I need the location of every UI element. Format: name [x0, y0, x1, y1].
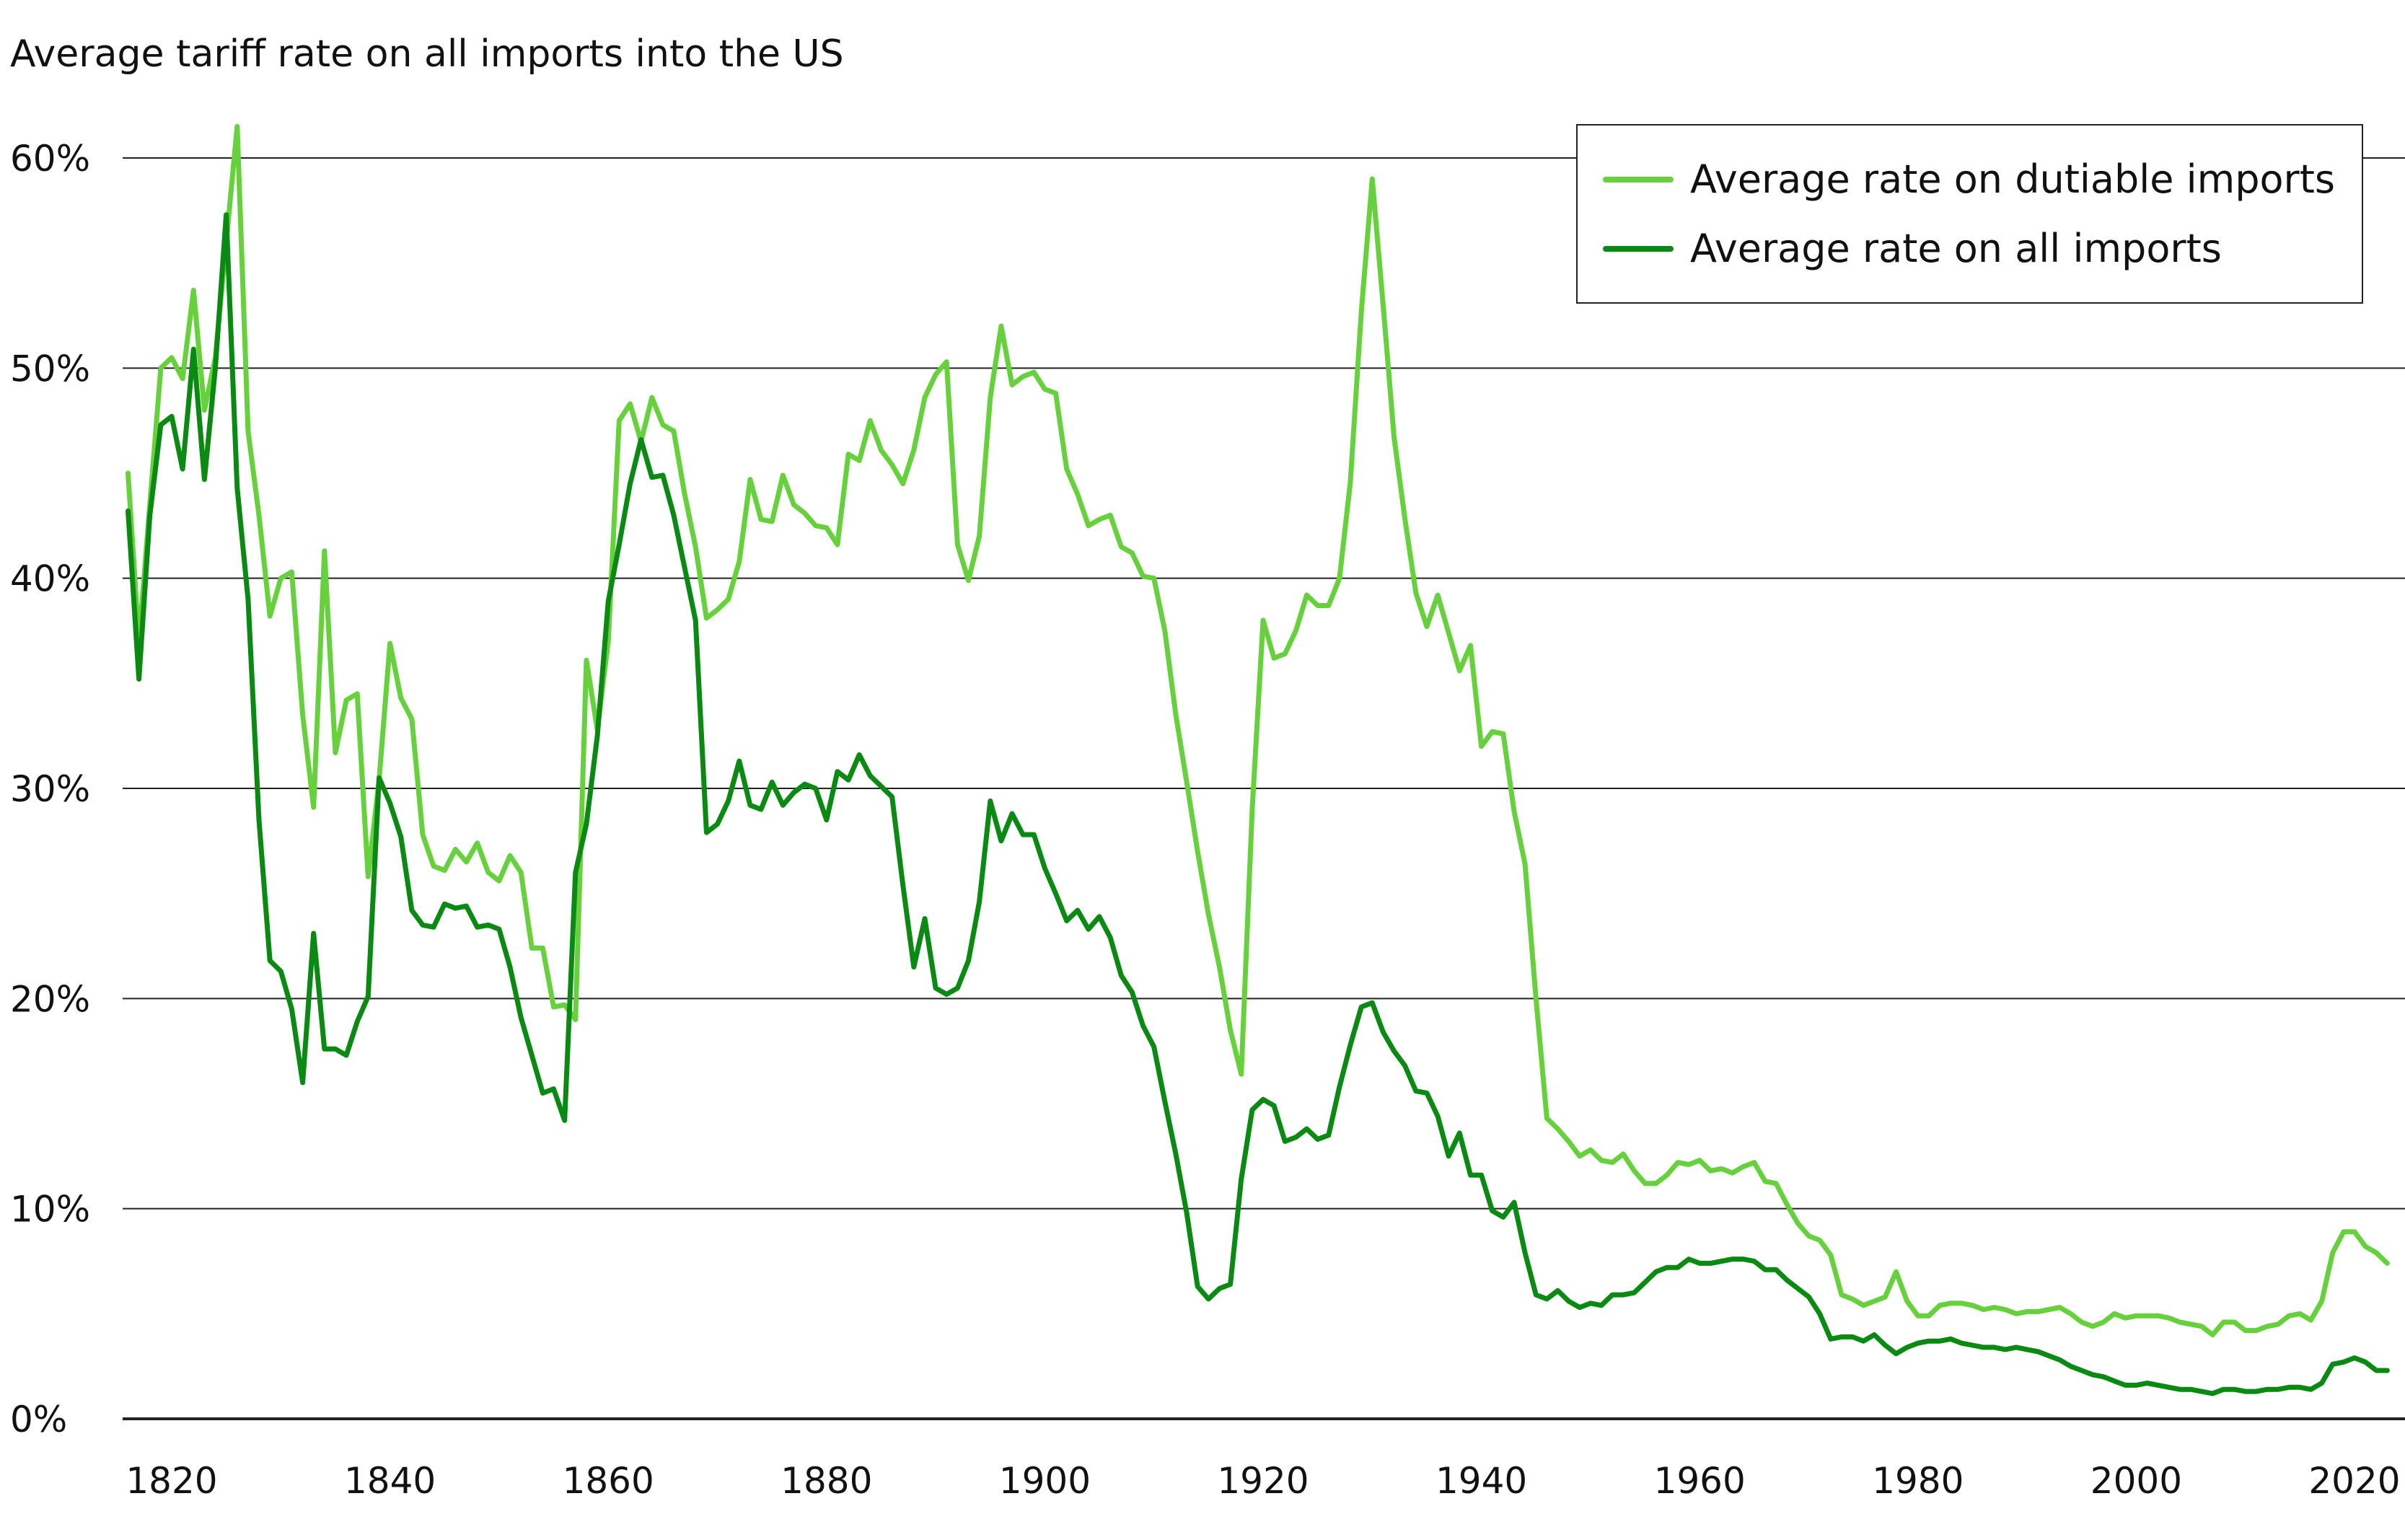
legend-box: [1576, 124, 2363, 304]
series-lines: [126, 123, 2390, 1396]
x-tick-label: 1820: [126, 1460, 217, 1502]
gridlines: [123, 157, 2405, 1420]
x-axis-tick-labels: 1820 1840 1860 1880 1900 1920 1940 1960 1980 2000…: [126, 1460, 2400, 1502]
x-tick-label: 2000: [2090, 1460, 2182, 1502]
legend-label-all: Average rate on all imports: [1690, 226, 2222, 271]
x-tick-label: 1840: [344, 1460, 436, 1502]
y-tick-label: 50%: [10, 348, 90, 390]
series-line-all-imports: [126, 212, 2390, 1396]
x-tick-label: 1920: [1217, 1460, 1309, 1502]
legend: Average rate on dutiable imports Average…: [1576, 124, 2363, 304]
x-tick-label: 1900: [999, 1460, 1091, 1502]
x-tick-label: 1860: [563, 1460, 654, 1502]
y-tick-label: 10%: [10, 1189, 90, 1231]
legend-label-dutiable: Average rate on dutiable imports: [1690, 157, 2335, 202]
x-tick-label: 1960: [1654, 1460, 1746, 1502]
x-tick-label: 1880: [781, 1460, 872, 1502]
y-axis-tick-labels: 0% 10% 20% 30% 40% 50% 60%: [10, 138, 90, 1440]
chart-title: Average tariff rate on all imports into …: [10, 32, 844, 76]
y-tick-label: 60%: [10, 138, 90, 180]
x-tick-label: 1940: [1435, 1460, 1527, 1502]
y-tick-label: 40%: [10, 558, 90, 600]
x-tick-label: 1980: [1872, 1460, 1964, 1502]
series-line-dutiable-imports: [126, 123, 2390, 1337]
y-tick-label: 20%: [10, 978, 90, 1020]
x-tick-label: 2020: [2308, 1460, 2400, 1502]
points-all-imports: [128, 214, 2388, 1394]
y-tick-label: 0%: [10, 1399, 67, 1440]
y-tick-label: 30%: [10, 768, 90, 810]
